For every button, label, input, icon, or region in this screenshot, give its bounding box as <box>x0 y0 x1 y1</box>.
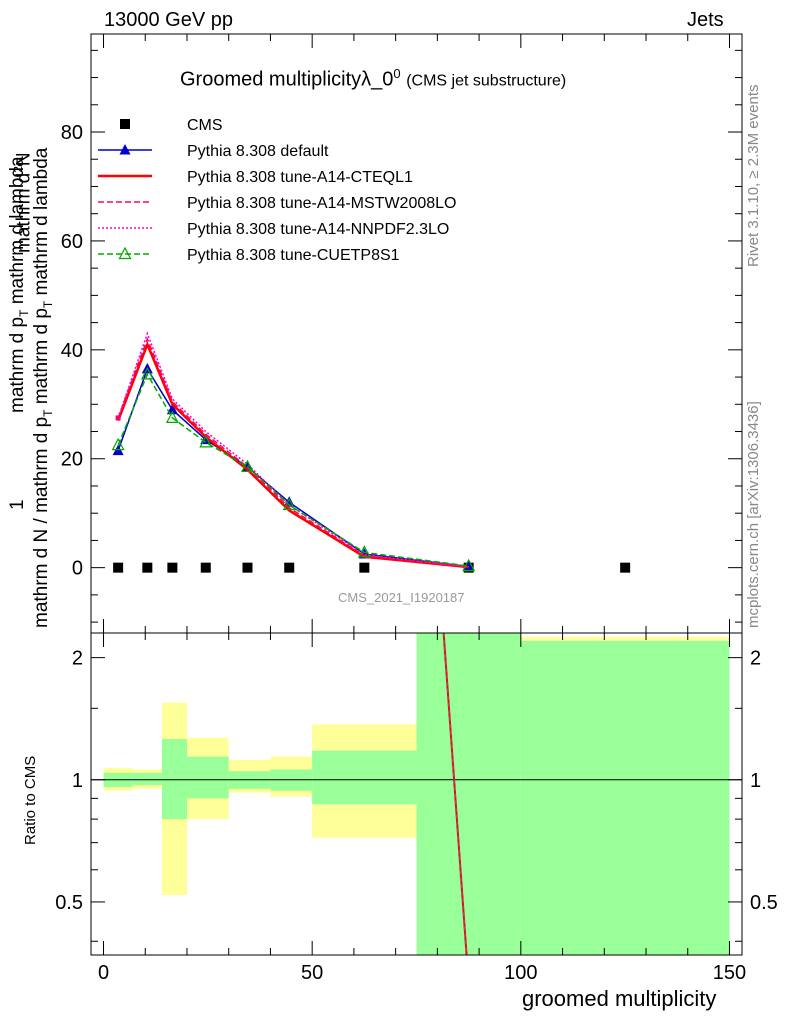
legend-entry-5: Pythia 8.308 tune-CUETP8S1 <box>98 246 400 264</box>
series-0 <box>113 562 631 573</box>
y-title-numerator: mathrm d2N <box>11 152 35 253</box>
main-y-tick-label: 0 <box>72 558 83 580</box>
legend-marker-5 <box>118 246 132 260</box>
series-point-5 <box>140 367 154 380</box>
ratio-y-axis-title: Ratio to CMS <box>22 755 39 845</box>
ratio-band-green-7 <box>416 633 521 955</box>
legend-label-4: Pythia 8.308 tune-A14-NNPDF2.3LO <box>187 221 449 238</box>
series-2 <box>116 341 469 569</box>
legend-entry-0: CMS <box>120 117 223 134</box>
series-point-5 <box>165 410 179 424</box>
ratio-band-green-1 <box>132 772 162 786</box>
ratio-y-tick-label-left: 1 <box>72 770 83 792</box>
legend-label-5: Pythia 8.308 tune-CUETP8S1 <box>187 247 400 264</box>
legend-entry-2: Pythia 8.308 tune-A14-CTEQL1 <box>98 169 413 186</box>
main-y-tick-label: 60 <box>61 231 83 253</box>
ratio-y-tick-label-left: 2 <box>72 648 83 670</box>
main-y-tick-label: 20 <box>61 449 83 471</box>
ratio-series-line-overlay <box>443 633 468 955</box>
series-point-5 <box>462 558 476 572</box>
series-line-4 <box>117 331 469 568</box>
chart-title-text: Groomed multiplicityλ_0 <box>180 68 394 91</box>
ratio-y-tick-label-left: 0.5 <box>55 892 83 914</box>
legend-marker-1 <box>119 144 131 155</box>
header-process: Jets <box>687 9 724 31</box>
series-5 <box>111 367 476 572</box>
series-point-0 <box>142 562 153 573</box>
ratio-band-green-8 <box>520 640 730 955</box>
series-4 <box>117 331 469 568</box>
series-point-0 <box>167 562 178 573</box>
x-axis-title: groomed multiplicity <box>522 986 717 1011</box>
series-point-0 <box>200 562 211 573</box>
series-point-5 <box>199 435 213 448</box>
series-point-0 <box>359 562 370 573</box>
series-point-0 <box>620 562 631 573</box>
chart-subtitle: (CMS jet substructure) <box>406 72 567 90</box>
series-point-5 <box>111 437 125 451</box>
main-y-tick-label: 80 <box>61 122 83 144</box>
series-point-5 <box>240 459 254 473</box>
series-line-3 <box>117 336 469 568</box>
legend-marker-0 <box>120 119 130 129</box>
ratio-y-tick-label-right: 1 <box>750 770 761 792</box>
series-point-0 <box>284 562 295 573</box>
x-tick-label: 0 <box>98 962 109 984</box>
header-energy: 13000 GeV pp <box>104 9 233 31</box>
ratio-bands-group <box>91 633 742 955</box>
series-3 <box>117 336 469 568</box>
series-point-1 <box>166 403 178 415</box>
legend-label-0: CMS <box>187 117 223 134</box>
main-y-tick-label: 40 <box>61 340 83 362</box>
series-point-1 <box>463 560 475 572</box>
legend-label-1: Pythia 8.308 default <box>187 143 329 160</box>
series-point-5 <box>357 545 371 558</box>
legend-entry-3: Pythia 8.308 tune-A14-MSTW2008LO <box>98 195 456 212</box>
legend-entry-1: Pythia 8.308 default <box>98 143 329 160</box>
ratio-plot-frame <box>90 632 743 956</box>
series-line-5 <box>117 372 469 567</box>
ratio-band-green-2 <box>161 739 187 820</box>
analysis-watermark: CMS_2021_I1920187 <box>338 590 465 605</box>
chart-title: Groomed multiplicityλ_00 (CMS jet substr… <box>180 66 566 92</box>
ratio-band-green-6 <box>312 750 417 805</box>
y-title-prefix: 1 <box>7 499 28 510</box>
series-point-0 <box>242 562 253 573</box>
x-tick-label: 100 <box>504 962 537 984</box>
rivet-version-label: Rivet 3.1.10, ≥ 2.3M events <box>745 84 762 268</box>
x-tick-label: 150 <box>713 962 746 984</box>
legend-entry-4: Pythia 8.308 tune-A14-NNPDF2.3LO <box>98 221 449 238</box>
series-point-0 <box>113 562 124 573</box>
chart-title-sup: 0 <box>393 66 401 81</box>
legend-label-3: Pythia 8.308 tune-A14-MSTW2008LO <box>187 195 456 212</box>
x-tick-label: 50 <box>301 962 323 984</box>
series-point-5 <box>282 497 296 511</box>
tune-start-marker <box>115 415 121 421</box>
series-line-2 <box>116 341 469 569</box>
mcplots-label: mcplots.cern.ch [arXiv:1306.3436] <box>745 401 762 628</box>
legend-label-2: Pythia 8.308 tune-A14-CTEQL1 <box>187 169 413 186</box>
ratio-band-green-3 <box>186 756 229 799</box>
ratio-y-tick-label-right: 2 <box>750 648 761 670</box>
ratio-y-tick-label-right: 0.5 <box>750 892 778 914</box>
